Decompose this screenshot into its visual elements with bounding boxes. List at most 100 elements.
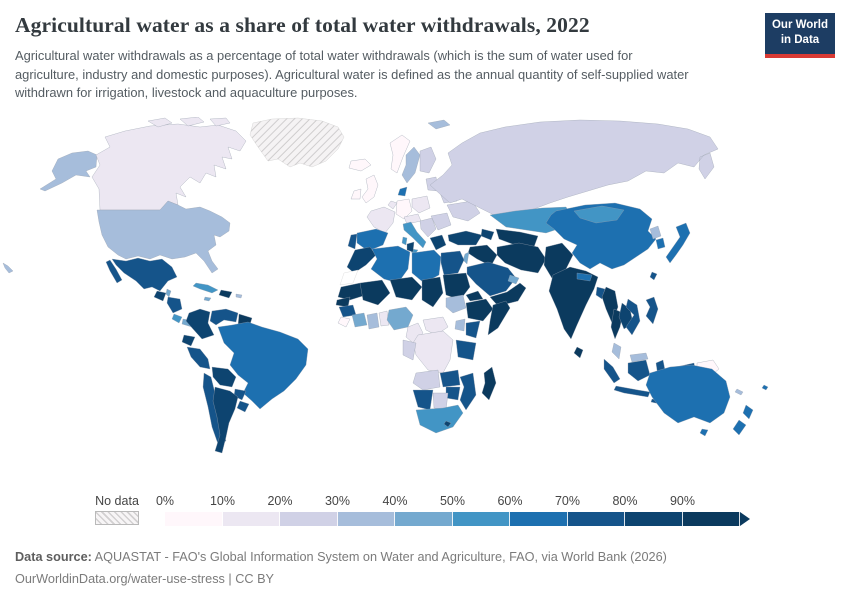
country-drc[interactable] [412,330,454,374]
country-morocco[interactable] [346,246,377,274]
legend-bin-60-70%[interactable] [510,512,568,526]
country-svalbard[interactable] [427,119,451,130]
country-sierra-leone-liberia[interactable] [337,316,351,328]
country-australia[interactable] [645,364,731,424]
country-italy[interactable] [402,221,427,249]
legend-no-data-swatch[interactable] [95,511,139,525]
country-mexico[interactable] [105,257,178,292]
country-denmark[interactable] [397,186,408,197]
country-india[interactable] [548,266,599,340]
country-madagascar[interactable] [481,366,497,401]
country-ghana[interactable] [366,312,380,330]
country-lesotho[interactable] [443,420,452,428]
country-venezuela[interactable] [209,308,239,326]
legend-bin-30-40%[interactable] [337,512,395,526]
country-eritrea-djibouti[interactable] [465,290,484,302]
country-south-sudan[interactable] [445,294,467,314]
country-sweden[interactable] [401,146,421,184]
country-costa-rica[interactable] [171,313,183,324]
country-honduras-nicaragua[interactable] [166,296,183,314]
country-mauritania[interactable] [337,282,367,301]
country-cote-divoire[interactable] [351,312,368,328]
country-malaysia-borneo[interactable] [629,352,649,363]
country-ireland[interactable] [350,188,362,200]
country-ethiopia[interactable] [465,298,494,322]
country-tunisia[interactable] [406,241,415,253]
country-poland[interactable] [411,195,431,214]
country-angola[interactable] [412,369,441,391]
license-line[interactable]: OurWorldinData.org/water-use-stress | CC… [15,572,275,587]
country-usa-hawaii[interactable] [2,262,14,274]
country-mozambique[interactable] [459,372,477,411]
country-zambia[interactable] [439,369,461,388]
country-saudi-arabia[interactable] [466,261,517,297]
country-mali[interactable] [359,279,391,306]
country-iceland[interactable] [348,158,372,172]
country-germany[interactable] [395,198,413,220]
country-finland[interactable] [419,146,437,174]
country-sri-lanka[interactable] [573,346,584,359]
legend-bin-0-10%[interactable] [165,512,223,526]
country-benelux[interactable] [387,200,398,210]
country-norway[interactable] [389,134,411,174]
legend-bin-50-60%[interactable] [452,512,510,526]
country-peru[interactable] [186,346,211,370]
country-somalia[interactable] [487,300,511,336]
country-iraq-syria[interactable] [467,244,498,267]
legend-bin-40-50%[interactable] [395,512,453,526]
country-guatemala[interactable] [153,290,167,302]
country-ecuador[interactable] [181,334,196,347]
country-sudan[interactable] [442,272,471,301]
country-fiji[interactable] [761,384,769,391]
country-south-korea[interactable] [655,237,666,250]
country-russia[interactable] [429,119,719,216]
owid-logo[interactable]: Our World in Data [765,13,835,58]
country-turkey[interactable] [447,230,483,246]
country-mongolia[interactable] [573,205,625,224]
country-usa[interactable] [96,200,231,274]
country-kenya[interactable] [465,320,481,339]
legend-bin-90-100%[interactable] [682,512,740,526]
country-niger[interactable] [389,276,423,301]
country-cuba[interactable] [192,282,219,294]
country-uruguay[interactable] [236,400,250,413]
country-greenland[interactable] [249,117,345,168]
country-balkans[interactable] [419,217,437,238]
country-canada-arctic-island[interactable] [209,117,231,127]
country-romania-bulgaria[interactable] [430,212,452,231]
country-brazil[interactable] [217,321,309,410]
country-senegal[interactable] [335,296,351,308]
country-chad[interactable] [421,276,444,308]
country-philippines[interactable] [645,296,659,325]
country-china[interactable] [545,202,657,270]
country-australia-tasmania[interactable] [699,428,709,437]
country-vietnam[interactable] [625,298,641,336]
country-south-africa[interactable] [415,404,464,434]
country-united-kingdom[interactable] [361,174,379,204]
country-canada-arctic-island[interactable] [147,117,173,128]
legend-bin-10-20%[interactable] [222,512,280,526]
country-nepal-bhutan[interactable] [576,272,593,282]
country-libya[interactable] [411,249,442,284]
country-algeria[interactable] [370,245,411,284]
country-israel-lebanon[interactable] [462,251,470,265]
country-egypt[interactable] [440,250,465,276]
country-hispaniola[interactable] [218,289,233,299]
country-iran[interactable] [496,242,547,274]
country-jamaica[interactable] [203,296,212,302]
country-western-sahara[interactable] [339,269,359,286]
country-belize[interactable] [165,288,172,298]
country-colombia[interactable] [185,308,215,340]
country-uae-qatar[interactable] [507,274,520,285]
country-spain[interactable] [356,228,389,252]
country-france[interactable] [366,206,396,234]
country-uganda[interactable] [454,318,466,332]
country-taiwan[interactable] [649,271,658,281]
country-japan[interactable] [665,222,691,264]
country-puerto-rico[interactable] [235,293,243,299]
country-new-zealand[interactable] [732,404,754,436]
country-greece[interactable] [429,234,447,251]
country-argentina[interactable] [212,386,239,454]
country-tanzania[interactable] [455,339,477,361]
legend-bin-80-90%[interactable] [625,512,683,526]
